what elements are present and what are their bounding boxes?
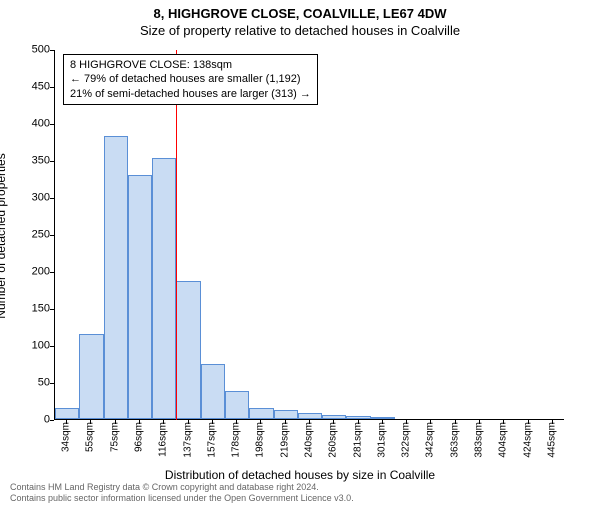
info-box: 8 HIGHGROVE CLOSE: 138sqm← 79% of detach… [63,54,318,105]
x-tick-label: 34sqm [61,422,72,452]
y-tick-mark [50,198,54,199]
y-tick-label: 200 [10,267,50,278]
bar [371,417,395,419]
bar [322,415,346,419]
bar [346,416,370,419]
x-tick-label: 157sqm [206,422,217,458]
x-tick-label: 75sqm [109,422,120,452]
y-tick-mark [50,87,54,88]
x-tick-label: 116sqm [158,422,169,457]
bar [128,175,152,419]
x-tick-label: 363sqm [449,422,460,458]
y-tick-label: 400 [10,119,50,130]
info-box-line: 8 HIGHGROVE CLOSE: 138sqm [70,58,311,72]
x-tick-label: 178sqm [231,422,242,458]
bar [201,364,225,420]
footer-line-2: Contains public sector information licen… [10,493,354,504]
y-tick-label: 500 [10,45,50,56]
y-tick-mark [50,235,54,236]
bar [79,334,103,419]
footer-line-1: Contains HM Land Registry data © Crown c… [10,482,354,493]
bar [176,281,200,419]
y-tick-mark [50,383,54,384]
chart-title-sub: Size of property relative to detached ho… [0,23,600,38]
y-tick-label: 350 [10,156,50,167]
y-tick-mark [50,50,54,51]
marker-line [176,50,177,420]
bar [104,136,128,419]
y-tick-mark [50,161,54,162]
info-box-line: 21% of semi-detached houses are larger (… [70,87,311,101]
bar [298,413,322,419]
x-tick-label: 424sqm [522,422,533,458]
plot-area: 8 HIGHGROVE CLOSE: 138sqm← 79% of detach… [54,50,564,420]
y-tick-mark [50,420,54,421]
y-tick-label: 150 [10,304,50,315]
y-tick-mark [50,346,54,347]
y-tick-label: 300 [10,193,50,204]
chart-title-main: 8, HIGHGROVE CLOSE, COALVILLE, LE67 4DW [0,6,600,21]
y-tick-mark [50,124,54,125]
x-tick-label: 301sqm [376,422,387,458]
x-tick-label: 281sqm [352,422,363,458]
y-tick-mark [50,272,54,273]
x-tick-label: 96sqm [134,422,145,452]
bar [152,158,176,419]
x-tick-label: 219sqm [279,422,290,458]
x-tick-label: 445sqm [546,422,557,458]
bar [55,408,79,419]
y-tick-label: 0 [10,415,50,426]
x-tick-label: 198sqm [255,422,266,458]
x-tick-label: 342sqm [425,422,436,458]
y-tick-label: 250 [10,230,50,241]
info-box-line: ← 79% of detached houses are smaller (1,… [70,72,311,86]
x-tick-label: 322sqm [401,422,412,458]
bar [249,408,273,419]
x-tick-label: 240sqm [304,422,315,458]
x-axis-label: Distribution of detached houses by size … [0,468,600,482]
bar [225,391,249,419]
y-tick-mark [50,309,54,310]
x-tick-label: 404sqm [498,422,509,458]
y-tick-label: 100 [10,341,50,352]
x-tick-label: 137sqm [182,422,193,458]
x-tick-label: 260sqm [328,422,339,458]
y-tick-label: 450 [10,82,50,93]
bar [274,410,298,419]
y-tick-label: 50 [10,378,50,389]
chart-area: 8 HIGHGROVE CLOSE: 138sqm← 79% of detach… [54,50,564,420]
x-tick-label: 55sqm [85,422,96,452]
y-axis-label: Number of detached properties [0,153,8,318]
x-tick-label: 383sqm [474,422,485,458]
footer-attribution: Contains HM Land Registry data © Crown c… [10,482,354,504]
